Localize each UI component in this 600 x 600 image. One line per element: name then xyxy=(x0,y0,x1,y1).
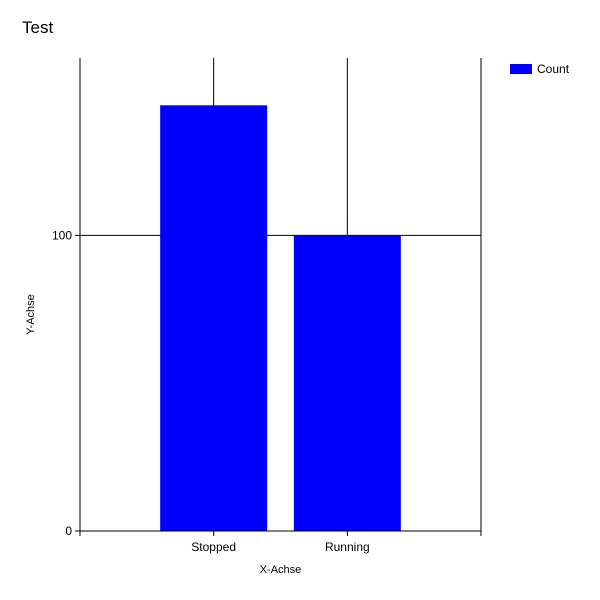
y-tick-label-0: 0 xyxy=(65,524,72,538)
legend-label-count: Count xyxy=(537,62,570,76)
x-axis-title: X-Achse xyxy=(260,564,302,576)
legend: Count xyxy=(510,62,569,76)
x-tick-label-stopped: Stopped xyxy=(191,540,236,554)
bar-stopped xyxy=(160,105,268,532)
x-tick-label-running: Running xyxy=(325,540,370,554)
chart-title: Test xyxy=(22,18,54,37)
y-tick-label-1: 100 xyxy=(52,228,72,242)
y-axis-title: Y-Achse xyxy=(25,294,37,335)
bar-running xyxy=(293,235,401,531)
legend-swatch-count xyxy=(510,64,532,74)
